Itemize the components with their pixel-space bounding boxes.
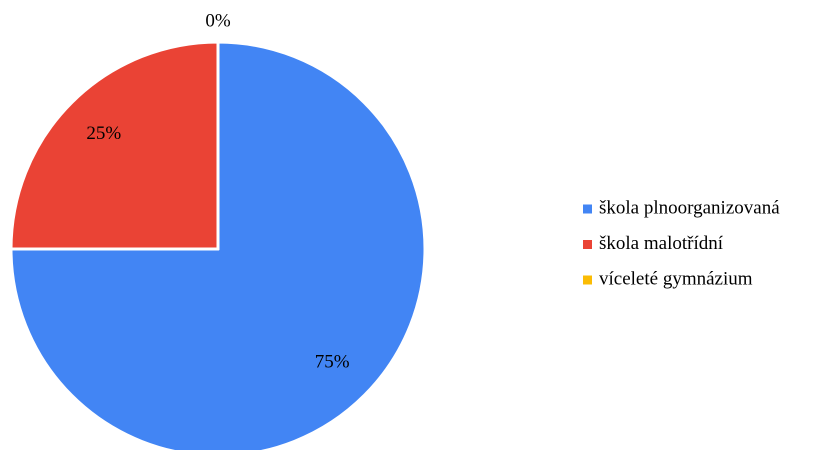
legend-swatch [583, 240, 592, 249]
pie-slice [9, 40, 427, 450]
legend-label: škola plnoorganizovaná [599, 197, 780, 218]
pie-slice [9, 40, 220, 251]
legend-swatch [583, 275, 592, 285]
slice-label: 0% [205, 10, 231, 31]
legend-label: víceleté gymnázium [599, 268, 753, 289]
legend-swatch [583, 204, 592, 214]
legend-label: škola malotřídní [599, 233, 724, 254]
slice-label: 25% [86, 123, 121, 144]
slice-label: 75% [315, 352, 350, 373]
